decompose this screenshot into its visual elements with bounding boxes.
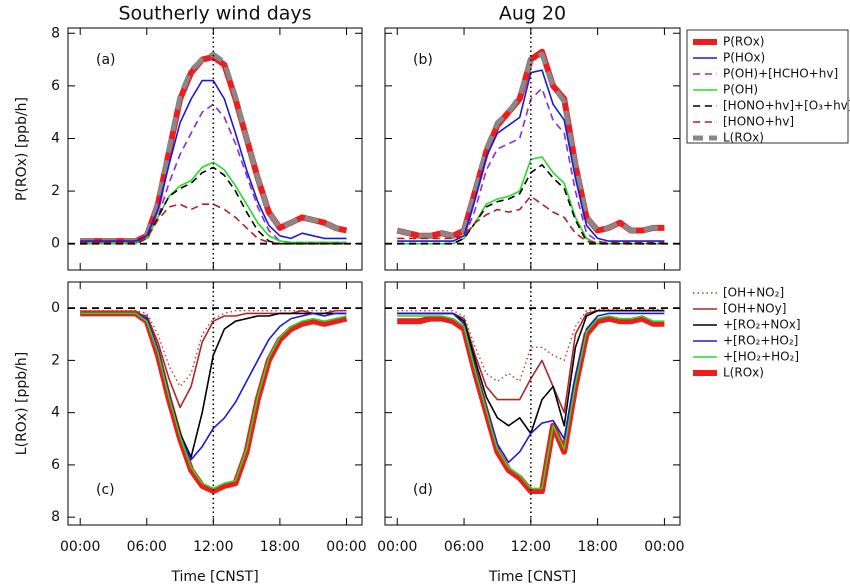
series-line	[80, 166, 347, 245]
x-axis-label: Time [CNST]	[488, 569, 576, 585]
legend-label: P(HOx)	[723, 51, 765, 65]
legend-label: +[RO₂+NOx]	[723, 318, 801, 332]
legend-box	[686, 29, 849, 144]
panel-title: Southerly wind days	[118, 3, 311, 25]
x-tick-label: 00:00	[377, 539, 417, 555]
legend-label: L(ROx)	[723, 131, 764, 145]
series-line	[397, 309, 665, 414]
series-line	[397, 87, 665, 245]
x-tick-label: 12:00	[193, 539, 233, 555]
legend-label: P(OH)	[723, 83, 758, 97]
plot-area	[385, 282, 680, 525]
y-tick-label: 6	[51, 78, 60, 94]
y-tick-label: 4	[51, 405, 60, 421]
frame	[384, 281, 681, 526]
panel-label: (d)	[413, 482, 433, 498]
plot-area	[68, 282, 362, 525]
y-tick-label: 2	[51, 183, 60, 199]
legend-label: +[HO₂+HO₂]	[723, 350, 799, 364]
y-axis-label: L(ROx) [ppb/h]	[14, 352, 30, 455]
series-line	[80, 161, 347, 245]
x-tick-label: 00:00	[326, 539, 366, 555]
x-tick-label: 18:00	[577, 539, 617, 555]
x-tick-label: 06:00	[444, 539, 484, 555]
y-tick-label: 0	[51, 236, 60, 252]
series-line	[397, 69, 665, 242]
legend-label: [OH+NOy]	[723, 302, 786, 316]
series-line	[80, 310, 348, 494]
plot-area	[385, 28, 680, 270]
panel-label: (b)	[413, 52, 433, 68]
series-line	[397, 315, 665, 494]
y-tick-label: 4	[51, 130, 60, 146]
x-axis-label: Time [CNST]	[170, 569, 258, 585]
x-tick-label: 06:00	[127, 539, 167, 555]
y-axis-label: P(ROx) [ppb/h]	[14, 97, 30, 201]
plot-area	[68, 28, 362, 270]
y-tick-label: 8	[51, 509, 60, 525]
series-line	[397, 312, 665, 464]
x-tick-label: 00:00	[60, 539, 100, 555]
frame	[67, 281, 363, 526]
legend-label: [OH+NO₂]	[723, 286, 784, 300]
x-tick-label: 18:00	[260, 539, 300, 555]
series-line	[80, 203, 347, 245]
y-tick-label: 2	[51, 352, 60, 368]
legend-label: P(OH)+[HCHO+hv]	[723, 67, 838, 81]
legend-label: [HONO+hv]+[O₃+hv]	[723, 99, 850, 113]
panel-label: (c)	[96, 482, 115, 498]
legend-label: L(ROx)	[723, 366, 764, 380]
series-line	[80, 79, 347, 242]
series-line	[80, 312, 347, 490]
legend-label: P(ROx)	[723, 35, 764, 49]
frame	[384, 27, 681, 271]
legend-label: [HONO+hv]	[723, 115, 794, 129]
panel-label: (a)	[96, 52, 116, 68]
series-line	[397, 315, 665, 490]
y-tick-label: 8	[51, 25, 60, 41]
y-tick-label: 0	[51, 300, 60, 316]
x-tick-label: 00:00	[644, 539, 684, 555]
y-tick-label: 6	[51, 457, 60, 473]
frame	[67, 27, 363, 271]
panel-title: Aug 20	[499, 3, 566, 25]
legend-label: +[RO₂+HO₂]	[723, 334, 798, 348]
x-tick-label: 12:00	[511, 539, 551, 555]
